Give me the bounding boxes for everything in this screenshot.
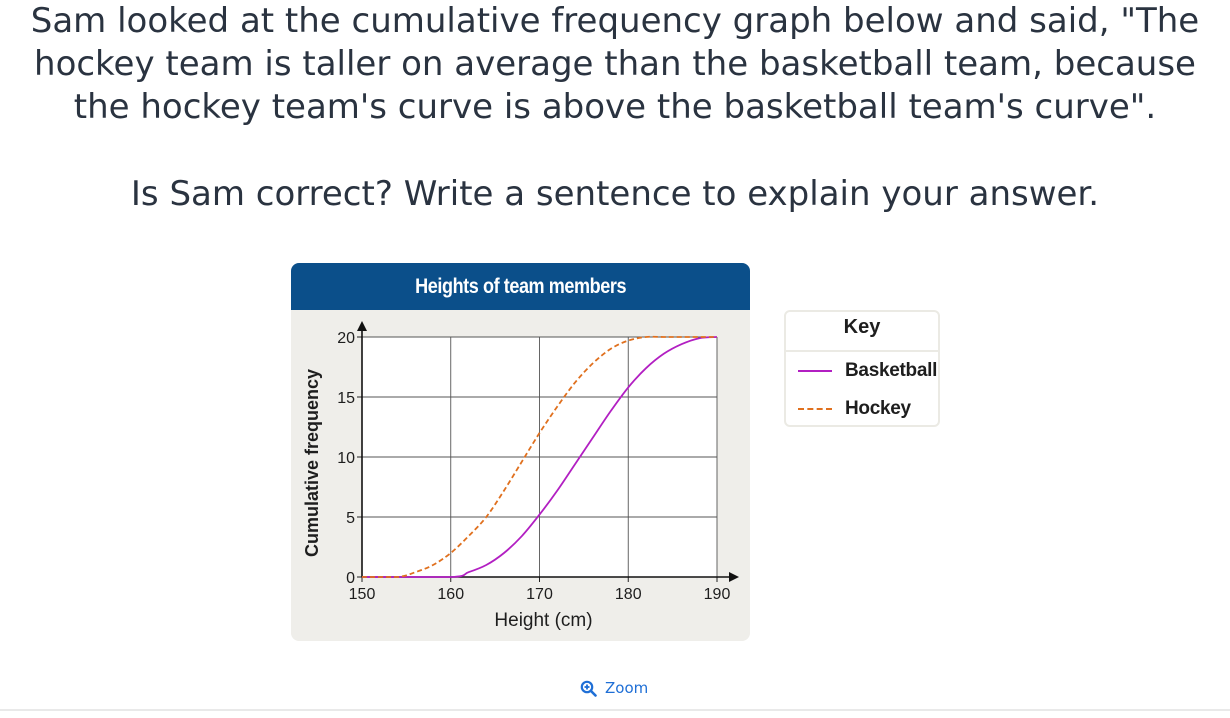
x-tick-label: 190 [704, 586, 731, 603]
series-line-basketball [362, 336, 718, 578]
key-item-basketball: Basketball [798, 358, 937, 384]
bottom-divider [0, 709, 1230, 711]
key-label-basketball: Basketball [845, 360, 938, 381]
y-axis-label: Cumulative frequency [302, 369, 322, 557]
y-tick-label: 20 [337, 330, 355, 347]
question-line-3: the hockey team's curve is above the bas… [73, 87, 1157, 127]
chart-title: Heights of team members [415, 274, 626, 298]
y-axis-arrow [357, 321, 367, 331]
chart-figure: Heights of team members 0 5 10 15 20 150 160 17… [291, 263, 750, 641]
chart-header: Heights of team members [291, 263, 750, 310]
question-text: Sam looked at the cumulative frequency g… [20, 0, 1210, 129]
x-tick-label: 150 [349, 586, 376, 603]
series-line-hockey [362, 335, 717, 578]
key-label-hockey: Hockey [845, 398, 911, 419]
chart-key: Key Basketball Hockey [784, 310, 940, 427]
y-tick-label: 0 [346, 570, 355, 587]
question-line-1: Sam looked at the cumulative frequency g… [30, 1, 1200, 41]
question-prompt: Is Sam correct? Write a sentence to expl… [130, 174, 1100, 214]
basketball-line-swatch [798, 370, 832, 372]
key-title: Key [843, 316, 881, 338]
x-tick-label: 180 [615, 586, 642, 603]
y-tick-label: 15 [337, 390, 355, 407]
zoom-label: Zoom [605, 679, 649, 697]
y-tick-label: 10 [337, 450, 355, 467]
zoom-button[interactable]: Zoom [580, 676, 648, 700]
hockey-line-swatch [798, 408, 832, 410]
key-item-hockey: Hockey [798, 396, 911, 422]
zoom-in-icon [580, 680, 597, 697]
x-tick-label: 160 [437, 586, 464, 603]
question-line-2: hockey team is taller on average than th… [34, 44, 1196, 84]
x-axis-label: Height (cm) [494, 610, 592, 631]
x-tick-label: 170 [526, 586, 553, 603]
cumulative-frequency-chart: 0 5 10 15 20 150 160 170 180 190 Height (cm) Cumula… [302, 321, 739, 631]
x-axis-arrow [729, 572, 739, 582]
key-divider [786, 350, 938, 352]
y-tick-label: 5 [346, 510, 355, 527]
